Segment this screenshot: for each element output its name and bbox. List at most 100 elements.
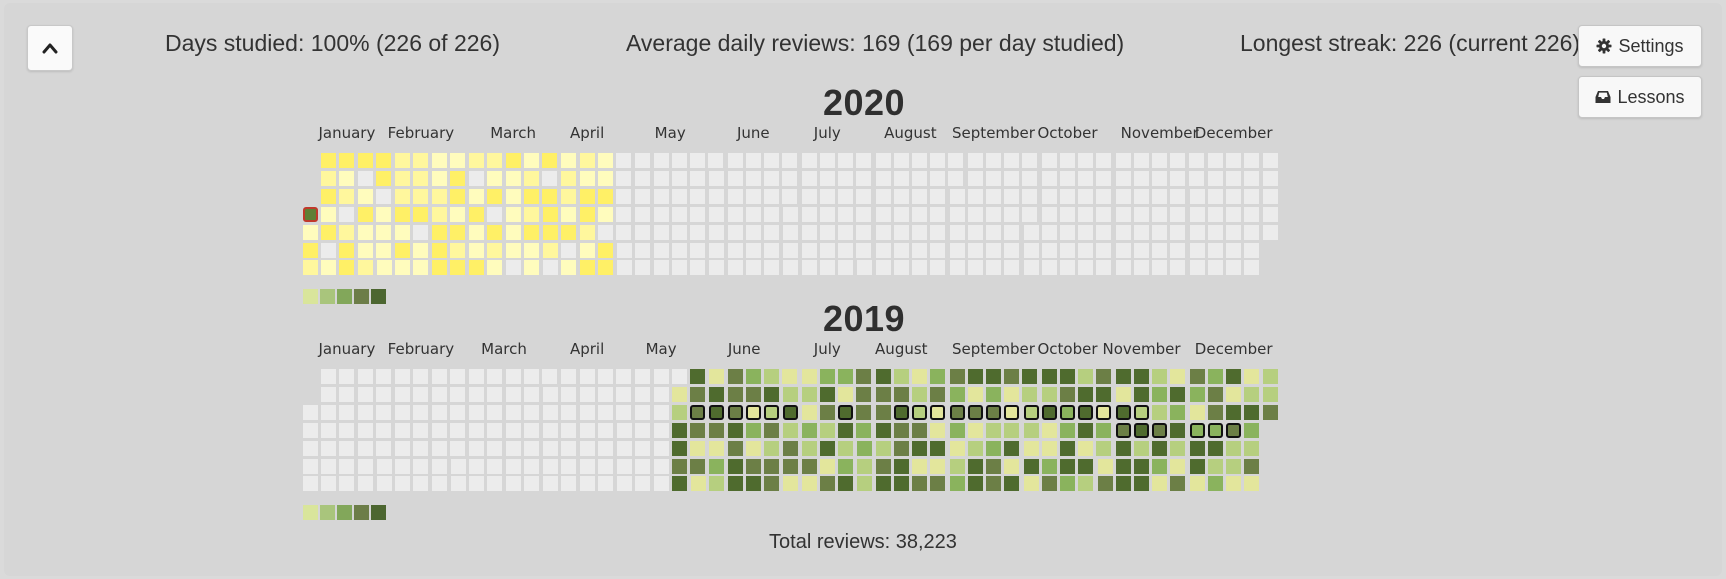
day-cell[interactable]	[395, 440, 411, 456]
day-cell[interactable]	[469, 242, 485, 258]
day-cell[interactable]	[912, 369, 927, 384]
day-cell[interactable]	[303, 242, 318, 258]
day-cell[interactable]	[561, 369, 577, 384]
day-cell[interactable]	[1244, 404, 1260, 420]
day-cell[interactable]	[505, 242, 521, 258]
day-cell[interactable]	[449, 170, 465, 186]
day-cell[interactable]	[1023, 422, 1039, 438]
day-cell[interactable]	[395, 224, 411, 240]
day-cell[interactable]	[1244, 369, 1260, 384]
day-cell[interactable]	[339, 458, 355, 474]
day-cell[interactable]	[912, 476, 927, 492]
day-cell[interactable]	[671, 458, 687, 474]
day-cell[interactable]	[597, 440, 613, 456]
day-cell[interactable]	[764, 224, 779, 240]
day-cell[interactable]	[709, 404, 725, 420]
day-cell[interactable]	[1041, 404, 1057, 420]
day-cell[interactable]	[1060, 260, 1075, 276]
day-cell[interactable]	[579, 170, 595, 186]
day-cell[interactable]	[579, 404, 595, 420]
day-cell[interactable]	[487, 422, 503, 438]
day-cell[interactable]	[1134, 369, 1149, 384]
day-cell[interactable]	[449, 404, 465, 420]
day-cell[interactable]	[1115, 404, 1131, 420]
day-cell[interactable]	[1189, 224, 1205, 240]
day-cell[interactable]	[1189, 206, 1205, 222]
day-cell[interactable]	[709, 422, 725, 438]
day-cell[interactable]	[523, 476, 539, 492]
day-cell[interactable]	[561, 422, 577, 438]
day-cell[interactable]	[303, 422, 318, 438]
day-cell[interactable]	[893, 206, 909, 222]
day-cell[interactable]	[653, 386, 669, 402]
day-cell[interactable]	[1041, 170, 1057, 186]
day-cell[interactable]	[1244, 242, 1260, 258]
day-cell[interactable]	[339, 153, 355, 168]
day-cell[interactable]	[1022, 386, 1038, 402]
day-cell[interactable]	[413, 170, 429, 186]
day-cell[interactable]	[597, 242, 613, 258]
day-cell[interactable]	[801, 386, 817, 402]
day-cell[interactable]	[1115, 386, 1131, 402]
day-cell[interactable]	[708, 153, 724, 168]
day-cell[interactable]	[709, 188, 725, 204]
day-cell[interactable]	[1208, 458, 1223, 474]
day-cell[interactable]	[303, 224, 318, 240]
day-cell[interactable]	[783, 260, 799, 276]
day-cell[interactable]	[1022, 188, 1038, 204]
day-cell[interactable]	[523, 386, 539, 402]
day-cell[interactable]	[893, 458, 909, 474]
day-cell[interactable]	[377, 458, 392, 474]
day-cell[interactable]	[543, 224, 559, 240]
day-cell[interactable]	[413, 260, 429, 276]
day-cell[interactable]	[635, 224, 651, 240]
day-cell[interactable]	[912, 440, 927, 456]
day-cell[interactable]	[819, 260, 835, 276]
day-cell[interactable]	[1226, 422, 1242, 438]
day-cell[interactable]	[542, 170, 557, 186]
day-cell[interactable]	[339, 386, 355, 402]
day-cell[interactable]	[487, 242, 503, 258]
day-cell[interactable]	[1208, 260, 1223, 276]
day-cell[interactable]	[1170, 206, 1186, 222]
day-cell[interactable]	[783, 206, 799, 222]
day-cell[interactable]	[339, 206, 355, 222]
day-cell[interactable]	[875, 242, 891, 258]
day-cell[interactable]	[986, 386, 1001, 402]
day-cell[interactable]	[357, 260, 373, 276]
day-cell[interactable]	[357, 170, 373, 186]
day-cell[interactable]	[357, 458, 373, 474]
day-cell[interactable]	[339, 260, 355, 276]
day-cell[interactable]	[1041, 188, 1057, 204]
day-cell[interactable]	[838, 153, 853, 168]
day-cell[interactable]	[469, 188, 485, 204]
day-cell[interactable]	[893, 404, 909, 420]
day-cell[interactable]	[1078, 242, 1094, 258]
day-cell[interactable]	[1078, 260, 1094, 276]
day-cell[interactable]	[579, 458, 595, 474]
day-cell[interactable]	[912, 260, 927, 276]
day-cell[interactable]	[1096, 386, 1112, 402]
day-cell[interactable]	[653, 422, 669, 438]
day-cell[interactable]	[930, 369, 946, 384]
day-cell[interactable]	[357, 476, 373, 492]
day-cell[interactable]	[487, 458, 503, 474]
day-cell[interactable]	[819, 224, 835, 240]
day-cell[interactable]	[1262, 206, 1278, 222]
day-cell[interactable]	[487, 404, 503, 420]
day-cell[interactable]	[1208, 476, 1223, 492]
day-cell[interactable]	[838, 206, 853, 222]
day-cell[interactable]	[395, 242, 411, 258]
day-cell[interactable]	[1078, 224, 1094, 240]
day-cell[interactable]	[949, 369, 965, 384]
day-cell[interactable]	[912, 242, 927, 258]
day-cell[interactable]	[1004, 422, 1020, 438]
day-cell[interactable]	[395, 386, 411, 402]
day-cell[interactable]	[597, 458, 613, 474]
day-cell[interactable]	[949, 224, 965, 240]
day-cell[interactable]	[671, 153, 687, 168]
day-cell[interactable]	[819, 170, 835, 186]
day-cell[interactable]	[303, 458, 318, 474]
day-cell[interactable]	[1078, 369, 1094, 384]
day-cell[interactable]	[395, 476, 411, 492]
